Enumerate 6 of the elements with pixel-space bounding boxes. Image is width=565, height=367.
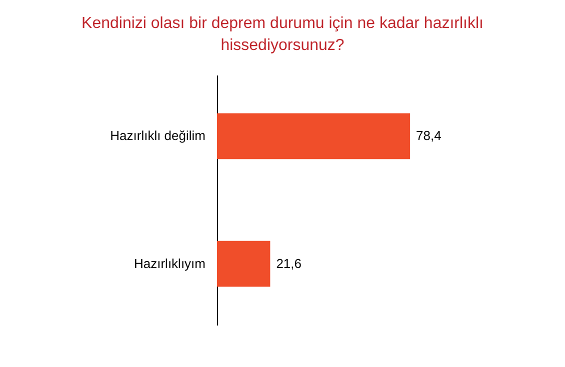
text: hissediyorsunuz?: [220, 37, 344, 54]
y-tick-label: Hazırlıklıyım: [134, 256, 206, 271]
y-tick-label: Hazırlıklı değilim: [110, 128, 206, 144]
data-label: 21,6: [276, 256, 302, 271]
text: Kendinizi olası bir deprem durumu için ne kadar hazırlıklı: [82, 15, 484, 32]
data-label: 78,4: [416, 128, 442, 144]
